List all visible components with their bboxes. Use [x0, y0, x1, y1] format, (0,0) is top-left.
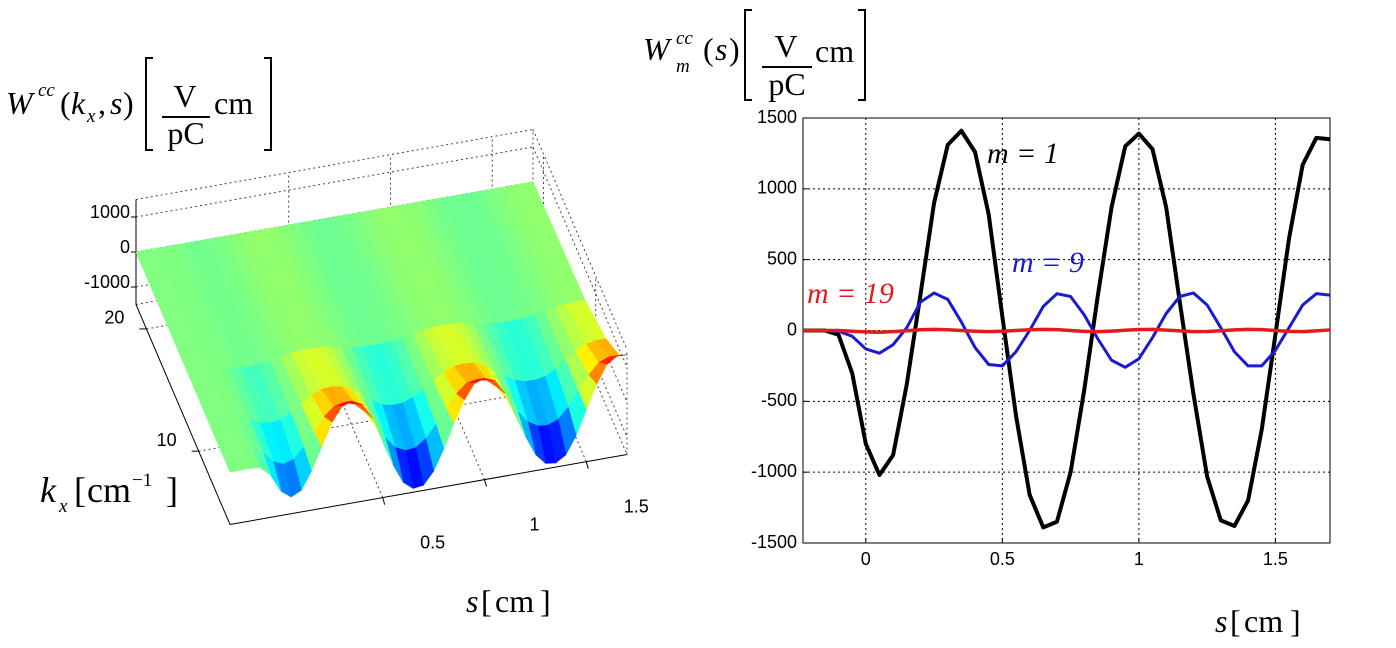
line-series [803, 327, 1331, 334]
label-part: cm [214, 85, 253, 121]
y-tick-label: -1000 [751, 461, 797, 481]
axis-line [229, 454, 628, 525]
y-tick-label: 500 [767, 248, 797, 268]
y-tick-label: 0 [787, 319, 797, 339]
label-part: cm [87, 470, 131, 510]
label-part: x [86, 106, 96, 127]
label-part: m [676, 56, 690, 77]
z-tick-label: 1000 [90, 202, 130, 222]
label-part: ] [166, 470, 178, 510]
label-part: V [173, 78, 196, 114]
x-tick-label: 1.5 [1263, 549, 1288, 569]
surface-patch [221, 451, 241, 473]
z-tick-label: 0 [120, 237, 130, 257]
y-tick-label: -500 [761, 390, 797, 410]
x-tick-label: 1 [529, 514, 539, 534]
label-part: ) [123, 85, 134, 121]
x-axis-label: s [ cm ] [1215, 603, 1301, 639]
label-part: ] [1290, 603, 1301, 639]
label-part: k [40, 470, 57, 510]
grid-line [135, 146, 534, 218]
label-part: ( [60, 85, 71, 121]
label-part: s [110, 85, 122, 121]
x-tick-label: 0 [861, 549, 871, 569]
label-part: V [774, 28, 797, 64]
y-tick-label: 20 [104, 308, 124, 328]
line-series [803, 291, 1331, 369]
axis-line [135, 304, 231, 525]
label-part: ( [703, 31, 714, 67]
x-axis-label: s [ cm ] [466, 583, 551, 619]
x-tick-label: 1.5 [624, 496, 649, 516]
label-part: cc [38, 80, 55, 101]
label-part: k [71, 85, 86, 121]
label-part: , [98, 85, 106, 121]
label-part: cc [676, 28, 693, 49]
label-part: −1 [132, 470, 152, 491]
series-label: m = 9 [1012, 246, 1084, 279]
label-part: [ [1230, 603, 1241, 639]
label-part: cm [495, 583, 534, 619]
bracket [744, 9, 752, 101]
x-tick-label: 0.5 [990, 549, 1015, 569]
series-label: m = 1 [987, 137, 1059, 170]
tick-mark [484, 479, 487, 487]
y-tick-label: 1000 [757, 178, 797, 198]
label-part: s [715, 31, 727, 67]
bracket [145, 57, 153, 151]
z-axis-label: W cc ( k x , s ) V pC cm [6, 57, 272, 151]
label-part: x [58, 496, 68, 517]
label-part: ) [729, 31, 740, 67]
label-part: [ [481, 583, 492, 619]
y-tick-label: 10 [157, 430, 177, 450]
y-tick-label: 1500 [757, 107, 797, 127]
label-part: pC [768, 66, 805, 102]
label-part: pC [167, 115, 204, 151]
y-tick-label: -1500 [751, 532, 797, 552]
y-axis-label: W m cc ( s ) V pC cm [643, 9, 866, 102]
line-series [803, 128, 1331, 530]
bracket [264, 57, 272, 151]
label-part: W [6, 85, 36, 121]
label-part: ] [540, 583, 551, 619]
box-edge [135, 129, 534, 200]
label-part: W [643, 31, 673, 67]
label-part: s [466, 583, 478, 619]
tick-mark [585, 461, 589, 469]
label-part: [ [74, 470, 86, 510]
bracket [858, 9, 866, 101]
series-label: m = 19 [807, 277, 894, 310]
y-axis-label: k x [ cm −1 ] [40, 470, 178, 517]
z-tick-label: -1000 [84, 272, 130, 292]
label-part: cm [1244, 603, 1283, 639]
label-part: cm [815, 33, 854, 69]
label-part: s [1215, 603, 1227, 639]
x-tick-label: 0.5 [420, 532, 445, 552]
tick-mark [382, 497, 386, 505]
x-tick-label: 1 [1134, 549, 1144, 569]
